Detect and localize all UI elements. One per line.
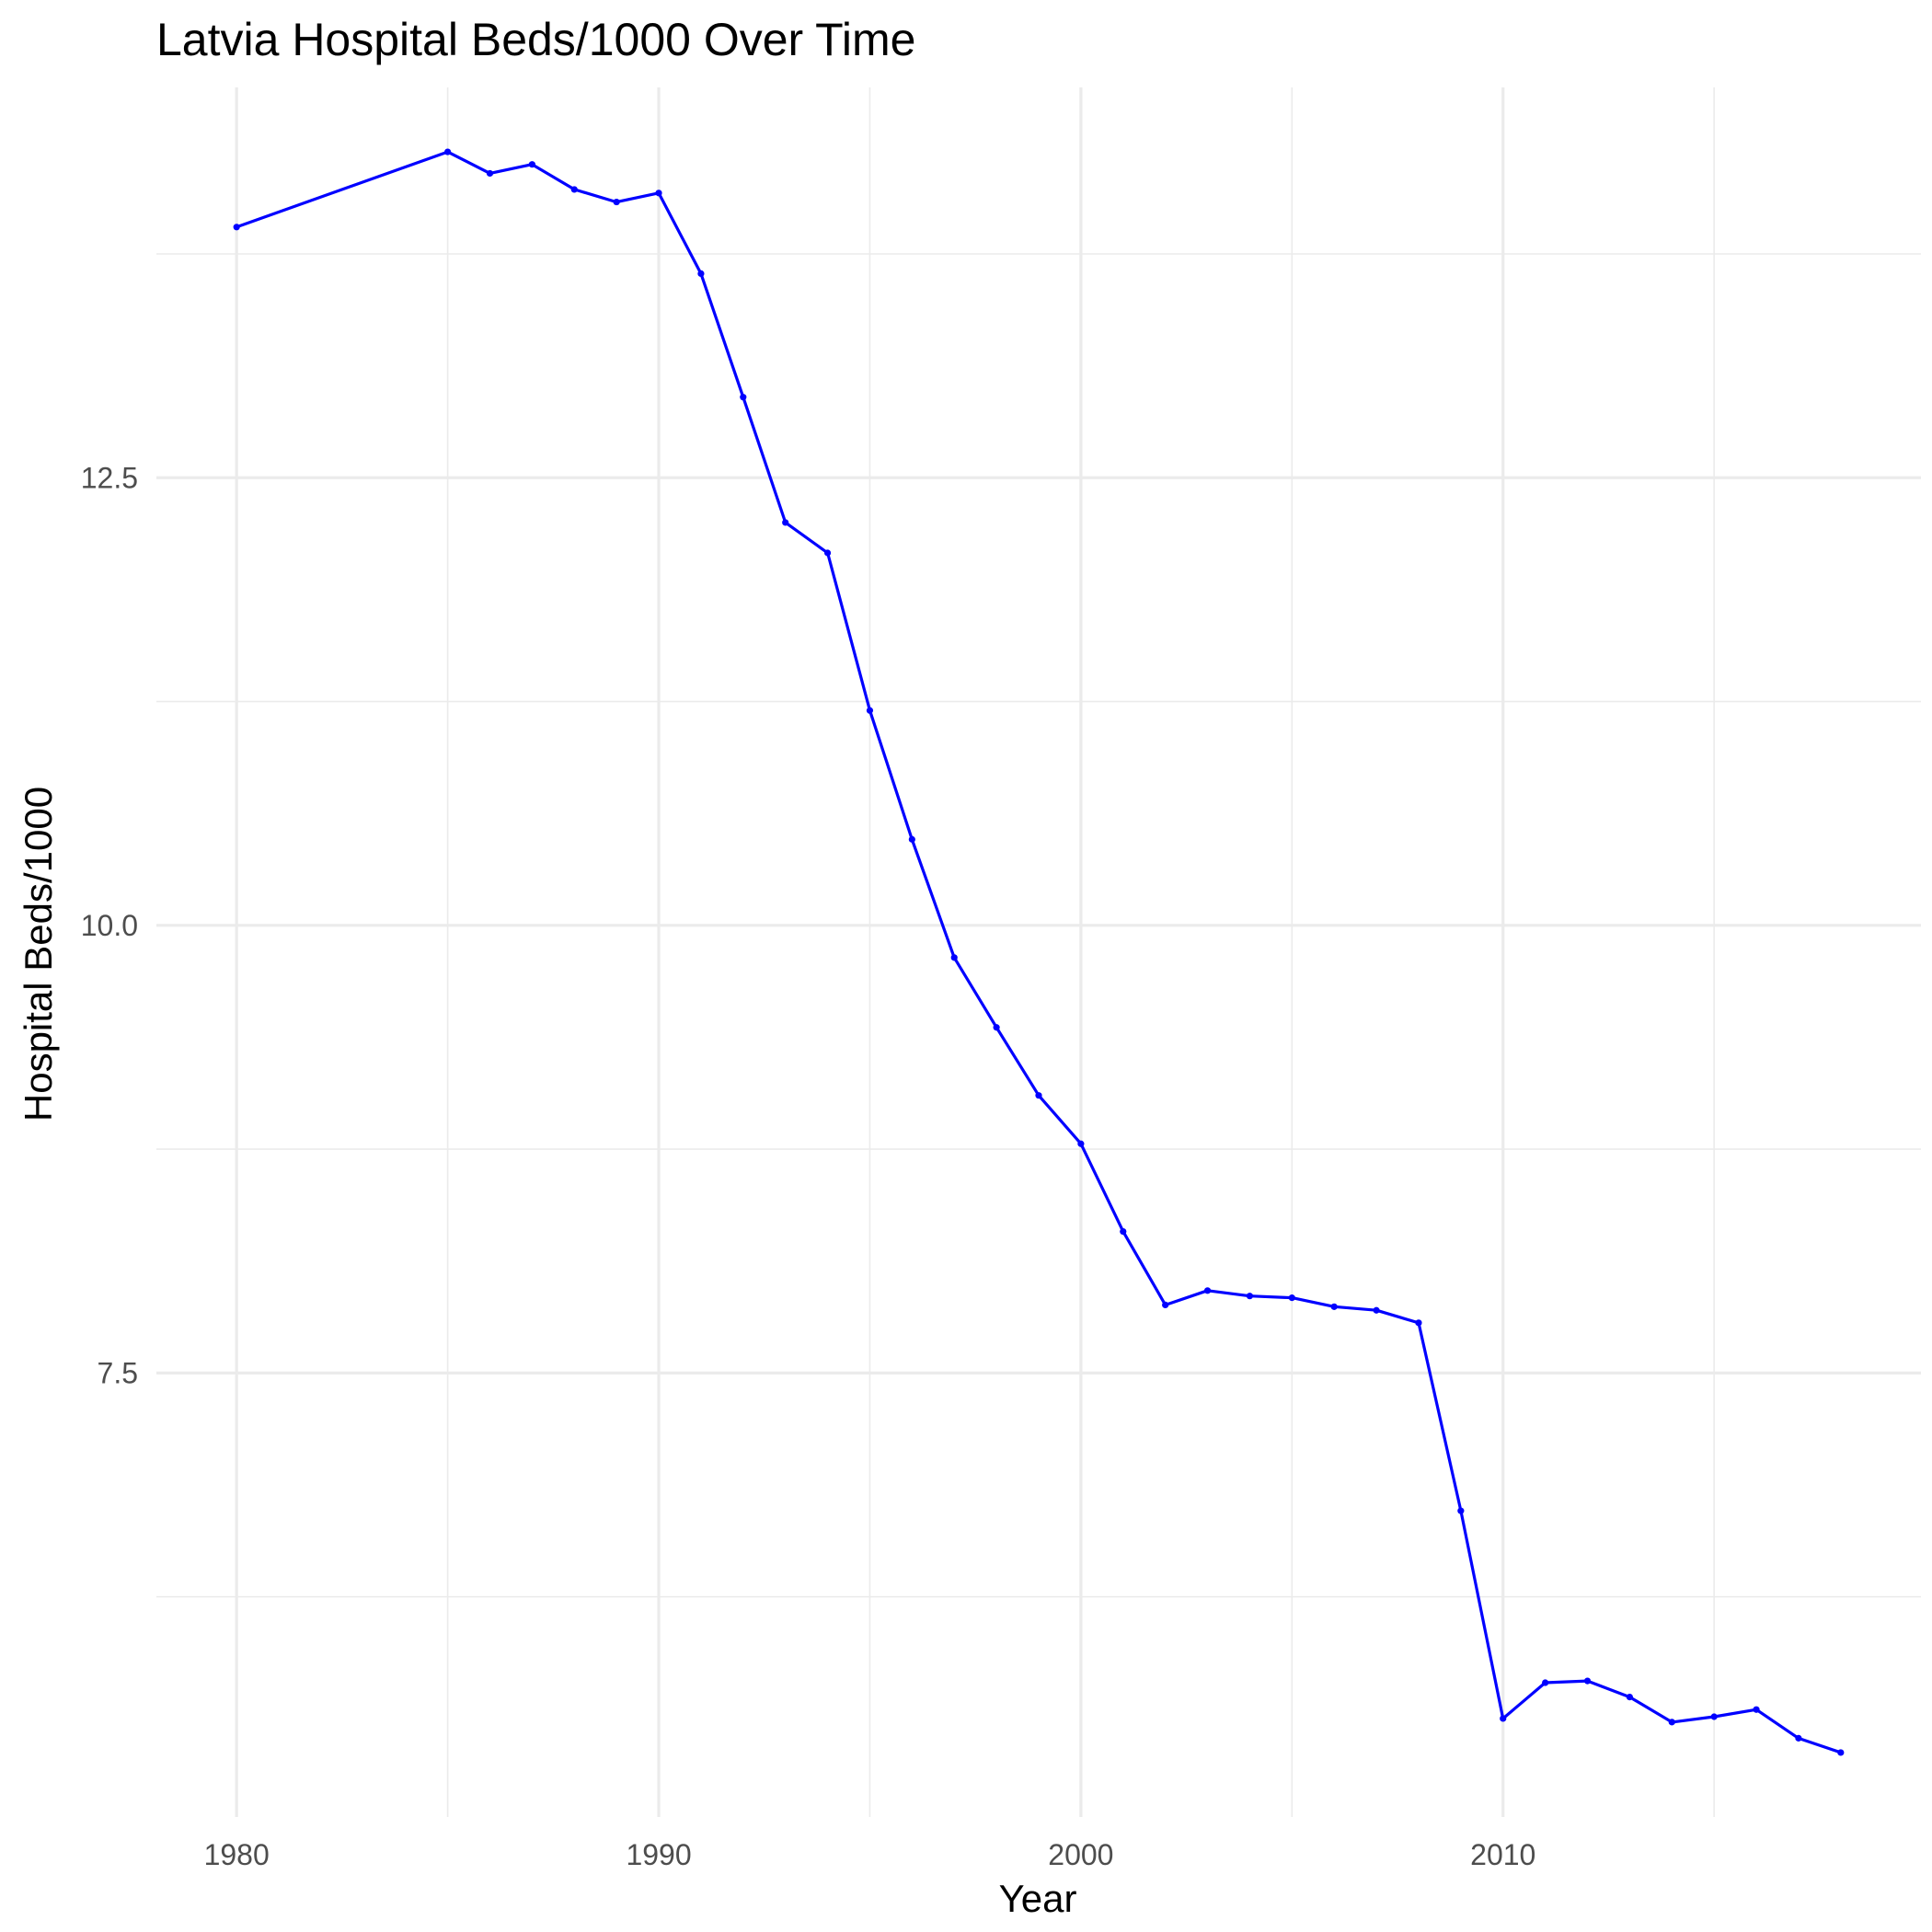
- x-axis-tick-labels: 1980 1990 2000 2010: [204, 1838, 1536, 1871]
- data-point: [613, 198, 620, 206]
- data-point: [1795, 1734, 1802, 1742]
- y-axis-tick-labels: 7.5 10.0 12.5: [81, 461, 138, 1389]
- data-point: [1626, 1694, 1633, 1701]
- minor-gridlines: [156, 87, 1921, 1817]
- data-point: [1457, 1507, 1465, 1514]
- data-point: [1077, 1140, 1085, 1147]
- data-point: [1373, 1306, 1380, 1314]
- data-point: [866, 707, 874, 714]
- data-point: [823, 549, 832, 557]
- x-axis-title: Year: [999, 1877, 1077, 1920]
- data-point: [528, 161, 535, 168]
- data-point: [444, 148, 452, 155]
- data-series: [233, 148, 1845, 1756]
- y-axis-title: Hospital Beds/1000: [17, 787, 60, 1121]
- data-point: [1415, 1319, 1422, 1327]
- data-point: [1246, 1293, 1254, 1300]
- data-point: [570, 186, 578, 193]
- x-tick-label: 1990: [626, 1838, 691, 1871]
- data-point: [1542, 1679, 1549, 1686]
- data-point: [1162, 1301, 1169, 1308]
- data-point: [1710, 1713, 1718, 1720]
- data-point: [908, 835, 915, 843]
- data-point: [1288, 1294, 1295, 1302]
- data-point: [1583, 1677, 1592, 1685]
- data-point: [1668, 1719, 1675, 1726]
- y-tick-label: 7.5: [98, 1356, 138, 1389]
- chart-title: Latvia Hospital Beds/1000 Over Time: [156, 14, 915, 65]
- data-point: [697, 270, 705, 278]
- x-tick-label: 2010: [1470, 1838, 1535, 1871]
- data-point: [1330, 1303, 1338, 1310]
- data-point: [1837, 1749, 1845, 1756]
- data-point: [1753, 1706, 1760, 1713]
- major-gridlines: [156, 87, 1921, 1817]
- x-tick-label: 1980: [204, 1838, 270, 1871]
- data-point: [950, 954, 958, 961]
- data-point: [1500, 1715, 1507, 1722]
- data-point: [1203, 1287, 1212, 1294]
- data-point: [1120, 1228, 1127, 1236]
- data-point: [740, 394, 747, 401]
- data-point: [1035, 1092, 1042, 1099]
- data-point: [993, 1024, 1000, 1031]
- x-tick-label: 2000: [1048, 1838, 1113, 1871]
- y-tick-label: 12.5: [81, 461, 138, 494]
- data-point: [486, 169, 494, 178]
- data-point: [233, 224, 240, 231]
- y-tick-label: 10.0: [81, 909, 138, 942]
- data-point: [782, 519, 789, 526]
- data-point: [655, 190, 662, 197]
